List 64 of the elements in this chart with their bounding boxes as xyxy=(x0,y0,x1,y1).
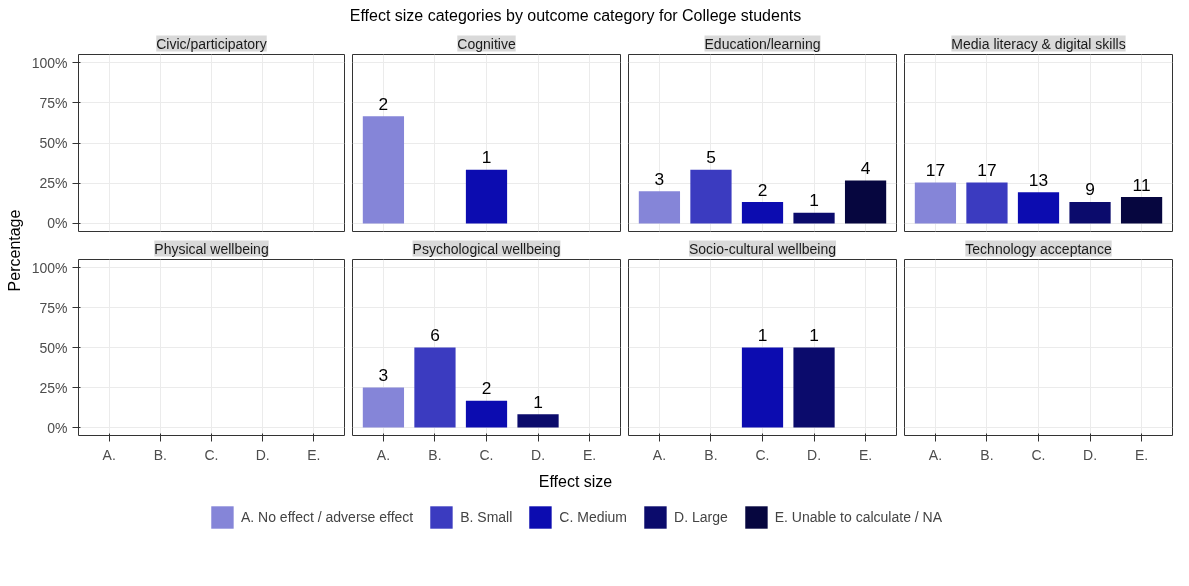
x-tick-label: E. xyxy=(858,446,873,463)
x-tick-label: E. xyxy=(1134,446,1149,463)
x-tick-label: B. xyxy=(704,446,718,463)
y-tick-label: 50% xyxy=(39,135,68,151)
annotation: 1 xyxy=(481,147,492,168)
chart-title: Socio-cultural wellbeing xyxy=(688,240,837,257)
chart-title: Physical wellbeing xyxy=(154,240,269,257)
legend-label: A. No effect / adverse effect xyxy=(240,509,414,525)
annotation: 11 xyxy=(1132,174,1151,195)
chart-title: Civic/participatory xyxy=(156,35,267,52)
annotation: 6 xyxy=(430,325,440,346)
text: Effect size categories by outcome category for College students xyxy=(349,7,802,24)
annotation: 1 xyxy=(533,391,543,412)
x-tick-label: D. xyxy=(1083,446,1098,463)
y-axis-title: Percentage xyxy=(6,209,23,292)
annotation: 4 xyxy=(860,158,871,179)
x-tick-label: D. xyxy=(255,446,270,463)
annotation: 1 xyxy=(757,325,768,346)
x-tick-label: C. xyxy=(479,446,494,463)
x-tick-label: A. xyxy=(928,446,943,463)
annotation: 9 xyxy=(1085,179,1095,200)
chart-title: Technology acceptance xyxy=(965,240,1112,257)
annotation: 2 xyxy=(378,93,389,114)
y-tick-label: 100% xyxy=(31,54,68,71)
y-tick-label: 75% xyxy=(39,299,68,316)
x-tick-label: C. xyxy=(755,446,770,463)
x-tick-label: E. xyxy=(582,446,597,463)
annotation: 2 xyxy=(481,378,492,399)
y-tick-label: 0% xyxy=(47,419,68,436)
x-tick-label: D. xyxy=(807,446,822,463)
annotation: 5 xyxy=(706,147,716,168)
x-axis-title: Effect size xyxy=(538,473,613,490)
x-tick-label: C. xyxy=(204,446,219,463)
annotation: 1 xyxy=(809,190,819,211)
annotation: 3 xyxy=(378,365,389,386)
chart-title: Education/learning xyxy=(704,35,821,52)
annotation: 3 xyxy=(654,168,665,189)
y-tick-label: 75% xyxy=(39,94,68,111)
legend-label: B. Small xyxy=(460,509,513,525)
chart-title: Media literacy & digital skills xyxy=(951,35,1126,52)
y-tick-label: 50% xyxy=(39,339,68,356)
x-tick-label: A. xyxy=(102,446,116,463)
annotation: 17 xyxy=(925,160,946,181)
legend-label: D. Large xyxy=(674,509,728,525)
legend-label: C. Medium xyxy=(559,509,628,525)
x-tick-label: B. xyxy=(980,446,994,463)
annotation: 1 xyxy=(809,325,819,346)
x-tick-label: B. xyxy=(428,446,442,463)
y-tick-label: 25% xyxy=(39,175,68,192)
y-tick-label: 0% xyxy=(47,215,68,232)
x-tick-label: A. xyxy=(376,446,391,463)
annotation: 17 xyxy=(977,160,997,181)
chart-title: Psychological wellbeing xyxy=(412,240,561,257)
x-tick-label: B. xyxy=(153,446,167,463)
annotation: 13 xyxy=(1028,169,1049,190)
x-tick-label: D. xyxy=(531,446,546,463)
annotation: 2 xyxy=(757,179,768,200)
y-tick-label: 100% xyxy=(31,259,68,276)
legend-label: E. Unable to calculate / NA xyxy=(774,509,943,525)
chart-title: Cognitive xyxy=(457,35,516,52)
x-tick-label: C. xyxy=(1031,446,1046,463)
x-tick-label: E. xyxy=(307,446,321,463)
y-tick-label: 25% xyxy=(39,379,68,396)
x-tick-label: A. xyxy=(652,446,667,463)
